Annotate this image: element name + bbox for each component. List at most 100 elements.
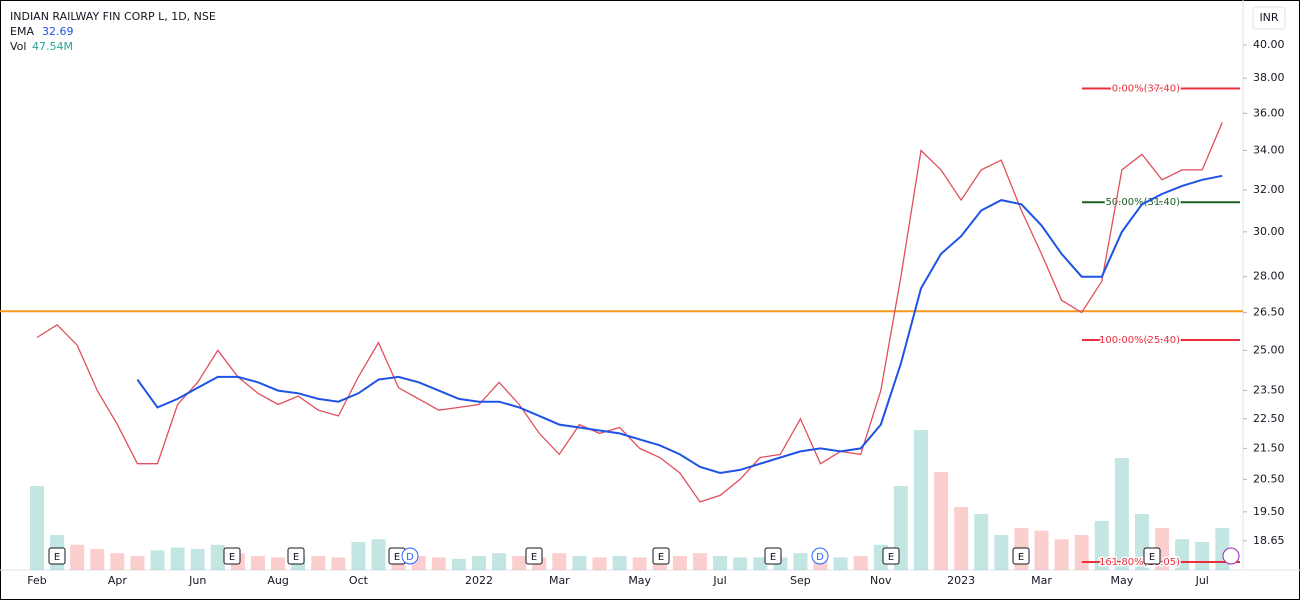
x-tick-label: Aug [267, 574, 288, 587]
x-tick-label: Apr [108, 574, 128, 587]
event-marker [882, 547, 900, 565]
x-tick-label: Oct [349, 574, 369, 587]
volume-bar [632, 557, 647, 570]
event-marker[interactable] [811, 547, 829, 565]
chart-title: INDIAN RAILWAY FIN CORP L, 1D, NSE [10, 10, 216, 23]
event-marker [287, 547, 305, 565]
volume-bar [1114, 458, 1129, 570]
y-tick-label: 32.00 [1253, 183, 1285, 196]
fib-label: 161.80%(18.05) [1099, 557, 1180, 568]
volume-bar [692, 553, 707, 570]
x-tick-label: May [1110, 574, 1133, 587]
volume-bar [793, 553, 808, 570]
alert-icon [1222, 547, 1240, 565]
vol-label: Vol [10, 40, 26, 53]
volume-bar [431, 557, 446, 570]
event-label: E [1149, 552, 1155, 563]
currency-box[interactable] [1252, 6, 1286, 30]
volume-bar [672, 556, 687, 570]
event-label: E [531, 552, 537, 563]
volume-bar [512, 556, 527, 570]
volume-bar [1074, 535, 1089, 570]
series-line [136, 174, 1223, 475]
x-tick-label: Jul [712, 574, 726, 587]
x-tick-label: 2023 [947, 574, 975, 587]
y-tick-label: 23.50 [1253, 384, 1285, 397]
event-marker [1143, 547, 1161, 565]
x-tick-label: Mar [1031, 574, 1052, 587]
event-label: D [406, 552, 414, 563]
event-label: E [394, 552, 400, 563]
volume-bar [713, 556, 728, 570]
volume-bar [1054, 539, 1069, 570]
volume-bar [451, 558, 466, 570]
y-tick-label: 30.00 [1253, 225, 1285, 238]
event-marker[interactable] [401, 547, 419, 565]
volume-bar [150, 550, 165, 570]
volume-bar [853, 556, 868, 570]
y-tick-label: 38.00 [1253, 71, 1285, 84]
volume-bar [190, 549, 205, 570]
fib-label: 50.00%(31.40) [1105, 197, 1180, 208]
x-tick-label: Mar [549, 574, 570, 587]
y-tick-label: 18.65 [1253, 534, 1285, 547]
y-tick-label: 28.00 [1253, 270, 1285, 283]
fib-label: 100.00%(25.40) [1099, 335, 1180, 346]
y-tick-label: 19.50 [1253, 505, 1285, 518]
volume-bar [833, 557, 848, 570]
series-line [36, 122, 1223, 503]
volume-bar [1094, 521, 1109, 570]
volume-bar [271, 557, 286, 570]
volume-bar [954, 507, 969, 570]
event-label: E [293, 552, 299, 563]
volume-bar [974, 514, 989, 570]
x-tick-label: Jul [1195, 574, 1209, 587]
volume-bar [934, 472, 949, 570]
y-tick-label: 36.00 [1253, 106, 1285, 119]
volume-bar [1034, 530, 1049, 570]
volume-bar [492, 553, 507, 570]
event-label: E [1018, 552, 1024, 563]
y-tick-label: 26.50 [1253, 305, 1285, 318]
x-tick-label: Feb [27, 574, 46, 587]
volume-bar [170, 547, 185, 570]
x-tick-label: May [628, 574, 651, 587]
volume-bar [471, 556, 486, 570]
event-marker [525, 547, 543, 565]
currency[interactable]: INR [1259, 11, 1278, 24]
volume-bar [210, 544, 225, 570]
volume-bar [612, 556, 627, 570]
volume-bar [30, 486, 44, 570]
event-marker [652, 547, 670, 565]
volume-bar [753, 557, 768, 570]
event-label: E [888, 552, 894, 563]
event-label: D [816, 552, 824, 563]
volume-bar [572, 556, 587, 570]
volume-bar [130, 556, 145, 570]
ema-label: EMA [10, 25, 34, 38]
volume-bar [552, 553, 567, 570]
volume-bar [90, 549, 105, 570]
y-tick-label: 21.50 [1253, 441, 1285, 454]
volume-bar [311, 556, 326, 570]
y-tick-label: 20.50 [1253, 472, 1285, 485]
vol-value: 47.54M [32, 40, 73, 53]
y-tick-label: 22.50 [1253, 412, 1285, 425]
volume-bar [592, 557, 607, 570]
volume-bar [331, 557, 346, 570]
x-tick-label: Jun [188, 574, 206, 587]
event-label: E [229, 552, 235, 563]
x-tick-label: 2022 [465, 574, 493, 587]
y-tick-label: 40.00 [1253, 38, 1285, 51]
event-marker [223, 547, 241, 565]
ema-value: 32.69 [42, 25, 74, 38]
volume-bar [994, 535, 1009, 570]
volume-bar [70, 544, 85, 570]
event-marker [48, 547, 66, 565]
event-label: E [54, 552, 60, 563]
event-label: E [658, 552, 664, 563]
volume-bar [110, 553, 125, 570]
event-marker [764, 547, 782, 565]
